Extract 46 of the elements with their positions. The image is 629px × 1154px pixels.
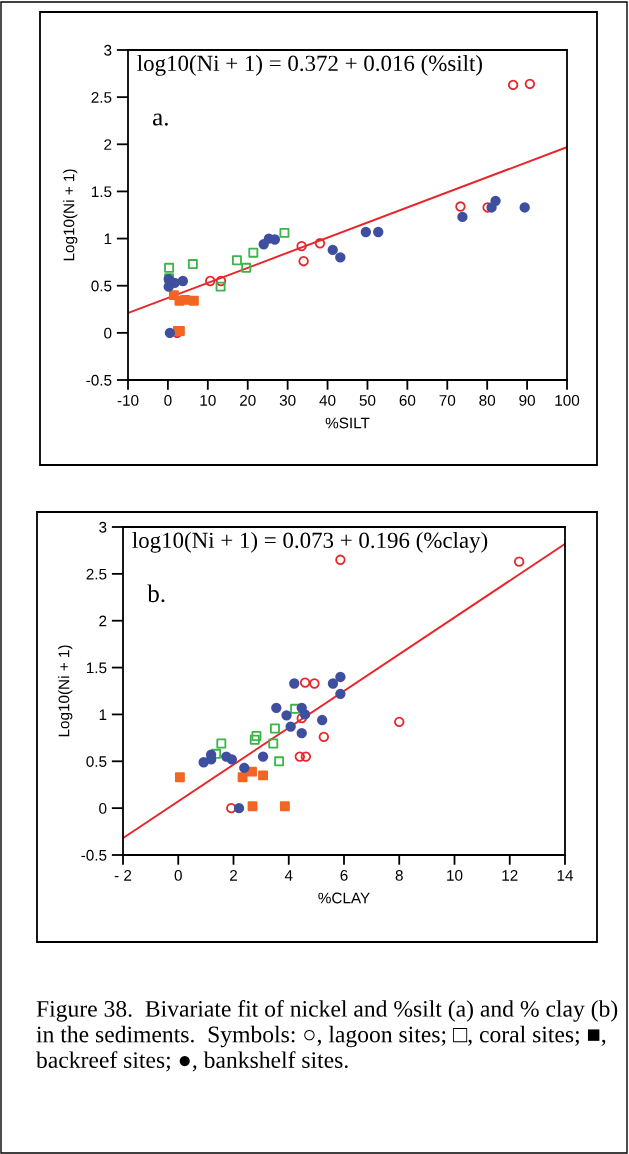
x-tick-label: 10 bbox=[200, 394, 216, 406]
x-tick-label: 8 bbox=[395, 869, 403, 881]
x-tick-label: 70 bbox=[439, 394, 456, 406]
x-tick-label: 30 bbox=[279, 394, 296, 406]
annotation: b. bbox=[147, 584, 165, 603]
x-tick-label: 4 bbox=[284, 870, 293, 881]
y-tick-label: 0.5 bbox=[86, 756, 107, 767]
x-tick-label: 20 bbox=[240, 394, 256, 406]
y-tick-label: 1.5 bbox=[86, 662, 107, 674]
x-tick-label: 0 bbox=[164, 394, 172, 406]
x-tick-label: 0 bbox=[174, 869, 182, 881]
x-tick-label: 6 bbox=[340, 869, 348, 881]
y-tick-label: 2 bbox=[104, 139, 112, 150]
x-tick-label: 10 bbox=[447, 869, 463, 881]
y-tick-label: 3 bbox=[104, 44, 112, 56]
x-tick-label: 80 bbox=[479, 394, 496, 406]
y-tick-label: 2.5 bbox=[91, 92, 112, 103]
x-tick-label: 60 bbox=[399, 394, 416, 406]
y-tick-label: 3 bbox=[99, 521, 107, 533]
annotation: a. bbox=[153, 113, 168, 126]
y-tick-label: 1 bbox=[99, 709, 107, 720]
x-axis-title: %SILT bbox=[325, 417, 370, 429]
x-tick-label: 14 bbox=[557, 870, 574, 881]
y-tick-label: 0 bbox=[99, 803, 107, 814]
x-tick-label: -10 bbox=[117, 394, 139, 406]
y-tick-label: -0.5 bbox=[81, 849, 107, 861]
y-tick-label: 2 bbox=[99, 615, 107, 627]
annotation: log10(Ni + 1) = 0.372 + 0.016 (%silt) bbox=[137, 54, 482, 76]
x-tick-label: 2 bbox=[230, 869, 237, 881]
x-tick-label: 100 bbox=[555, 394, 580, 406]
y-tick-label: -0.5 bbox=[86, 374, 112, 386]
y-axis-title: Log10(Ni + 1) bbox=[58, 645, 73, 737]
y-tick-label: 1 bbox=[104, 233, 112, 245]
x-axis-title: %CLAY bbox=[318, 892, 370, 904]
x-tick-label: 50 bbox=[359, 394, 376, 406]
y-tick-label: 2.5 bbox=[86, 568, 107, 580]
y-axis-title: Log10(Ni + 1) bbox=[63, 169, 78, 261]
x-tick-label: 12 bbox=[502, 869, 518, 881]
annotation: log10(Ni + 1) = 0.073 + 0.196 (%clay) bbox=[132, 531, 488, 553]
x-tick-label: 90 bbox=[519, 394, 535, 406]
x-tick-label: - 2 bbox=[114, 869, 132, 881]
y-tick-label: 0.5 bbox=[91, 280, 112, 292]
y-tick-label: 1.5 bbox=[91, 186, 112, 198]
y-tick-label: 0 bbox=[104, 327, 112, 339]
caption: Figure 38. Bivariate fit of nickel and %silt (a) and % clay (b) in the sediments. Symbols: ○, lagoon sites; □, coral sites; ■, backreef sites; ●, bankshelf sites. bbox=[36, 1000, 618, 1072]
x-tick-label: 40 bbox=[319, 394, 336, 406]
